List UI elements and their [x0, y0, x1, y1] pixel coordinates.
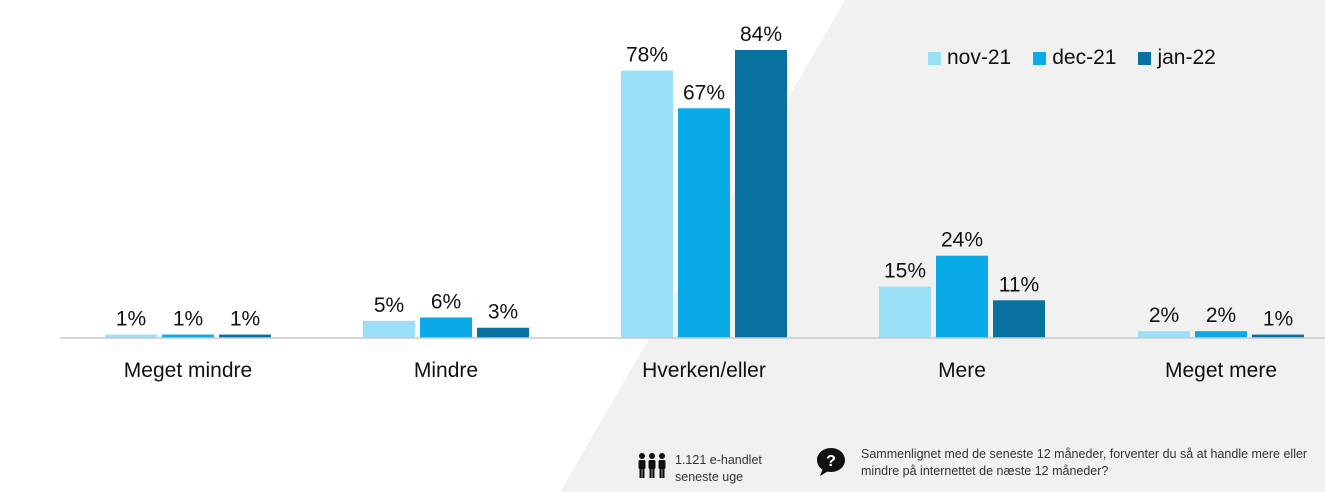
data-label-jan-22-0: 1% — [230, 308, 260, 331]
survey-question-text: Sammenlignet med de seneste 12 måneder, … — [861, 447, 1308, 478]
data-label-nov-21-1: 5% — [374, 294, 404, 317]
bar-dec-21-0 — [162, 334, 214, 338]
bar-nov-21-1 — [363, 320, 415, 338]
data-label-jan-22-1: 3% — [488, 301, 518, 324]
bar-nov-21-3 — [879, 286, 931, 338]
data-label-dec-21-2: 67% — [683, 81, 725, 104]
bar-nov-21-4 — [1138, 331, 1190, 338]
bar-dec-21-3 — [936, 255, 988, 338]
bar-dec-21-1 — [420, 317, 472, 338]
bar-dec-21-2 — [678, 108, 730, 339]
legend-swatch-nov-21 — [928, 51, 941, 65]
bar-jan-22-2 — [735, 50, 787, 338]
bar-nov-21-0 — [105, 334, 157, 338]
data-label-nov-21-3: 15% — [884, 260, 926, 283]
data-label-dec-21-4: 2% — [1206, 304, 1236, 327]
legend-swatch-jan-22 — [1138, 51, 1152, 65]
category-label-3: Mere — [938, 359, 986, 382]
legend-label-jan-22: jan-22 — [1157, 46, 1216, 69]
legend-label-dec-21: dec-21 — [1052, 46, 1117, 69]
data-label-jan-22-3: 11% — [999, 273, 1039, 296]
legend-swatch-dec-21 — [1033, 51, 1047, 65]
data-label-dec-21-0: 1% — [173, 308, 203, 331]
data-label-dec-21-3: 24% — [941, 229, 983, 252]
sample-size-text: 1.121 e-handlet seneste uge — [675, 453, 762, 484]
category-label-0: Meget mindre — [124, 359, 252, 382]
legend-label-nov-21: nov-21 — [947, 46, 1012, 69]
bars-group: 1% 1% 1% 5% 6% 3% 78% 67% 84% 15% 24% 11% 2% 2% 1% — [105, 23, 1304, 339]
people-group-icon — [638, 453, 666, 478]
bar-nov-21-2 — [621, 70, 673, 339]
bar-jan-22-3 — [993, 300, 1045, 338]
category-label-1: Mindre — [414, 359, 478, 382]
category-label-4: Meget mere — [1165, 359, 1277, 382]
bar-dec-21-4 — [1195, 331, 1247, 338]
bar-jan-22-0 — [219, 334, 271, 338]
data-label-dec-21-1: 6% — [431, 290, 461, 313]
data-label-jan-22-2: 84% — [740, 23, 782, 46]
data-label-jan-22-4: 1% — [1263, 308, 1293, 331]
legend: nov-21 dec-21 jan-22 — [928, 46, 1216, 70]
data-label-nov-21-4: 2% — [1149, 304, 1179, 327]
sample-size-note: 1.121 e-handlet seneste uge — [637, 452, 795, 486]
survey-question-note: ? Sammenlignet med de seneste 12 måneder… — [815, 446, 1311, 480]
data-label-nov-21-2: 78% — [626, 44, 668, 67]
svg-text:?: ? — [826, 453, 836, 470]
legend-item-nov-21: nov-21 — [928, 46, 1011, 70]
question-bubble-icon: ? — [817, 448, 845, 476]
bar-jan-22-1 — [477, 327, 529, 338]
legend-item-jan-22: jan-22 — [1138, 46, 1216, 70]
category-label-2: Hverken/eller — [642, 359, 766, 382]
bar-jan-22-4 — [1252, 334, 1304, 338]
legend-item-dec-21: dec-21 — [1033, 46, 1116, 70]
category-labels: Meget mindre Mindre Hverken/eller Mere Meget… — [124, 359, 1277, 382]
data-label-nov-21-0: 1% — [116, 308, 146, 331]
